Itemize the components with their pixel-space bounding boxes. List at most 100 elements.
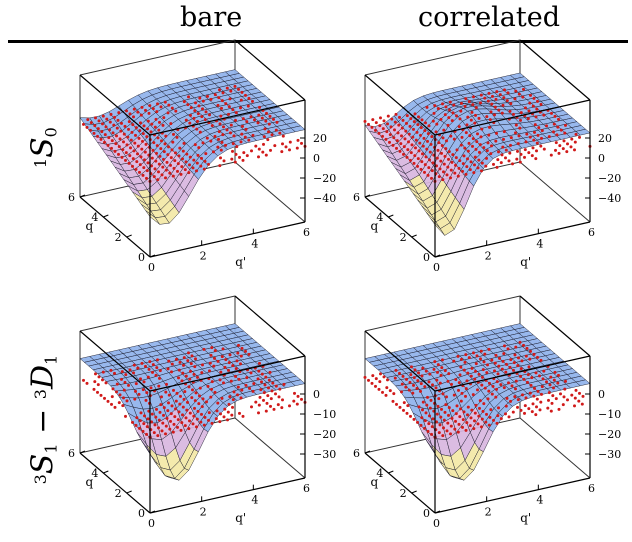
zero-dot	[159, 369, 162, 372]
zero-dot	[441, 144, 444, 147]
zero-dot	[214, 349, 217, 352]
zero-dot	[446, 429, 449, 432]
zero-dot	[425, 370, 428, 373]
zero-dot	[177, 418, 180, 421]
zero-dot	[445, 395, 448, 398]
zero-dot	[442, 392, 445, 395]
zero-dot	[147, 376, 150, 379]
q-tick-label: 6	[68, 447, 75, 460]
zero-dot	[570, 138, 573, 141]
zero-dot	[188, 419, 191, 422]
zero-dot	[517, 398, 520, 401]
zero-dot	[152, 149, 155, 152]
zero-dot	[523, 412, 526, 415]
z-tick-label: 20	[598, 132, 612, 145]
zero-dot	[231, 406, 234, 409]
qprime-axis-label: q'	[520, 511, 531, 525]
zero-dot	[156, 178, 159, 181]
zero-dot	[553, 123, 556, 126]
zero-dot	[173, 167, 176, 170]
zero-dot	[487, 397, 490, 400]
zero-dot	[126, 143, 129, 146]
zero-dot	[495, 132, 498, 135]
zero-dot	[543, 148, 546, 151]
q-tick-label: 2	[115, 231, 122, 244]
zero-dot	[438, 431, 441, 434]
zero-dot	[395, 147, 398, 150]
zero-dot	[539, 145, 542, 148]
zero-dot	[437, 149, 440, 152]
zero-dot	[195, 128, 198, 131]
zero-dot	[479, 357, 482, 360]
zero-dot	[264, 376, 267, 379]
zero-dot	[378, 388, 381, 391]
zero-dot	[142, 174, 145, 177]
q-tick-label: 6	[353, 447, 360, 460]
zero-dot	[273, 144, 276, 147]
zero-dot	[468, 134, 471, 137]
zero-dot	[386, 378, 389, 381]
zero-dot	[229, 131, 232, 134]
zero-dot	[501, 153, 504, 156]
zero-dot	[549, 383, 552, 386]
zero-dot	[166, 161, 169, 164]
zero-dot	[504, 156, 507, 159]
qprime-tick-label: 0	[433, 261, 440, 274]
zero-dot	[153, 431, 156, 434]
zero-dot	[367, 123, 370, 126]
qprime-tick-label: 4	[536, 238, 543, 251]
zero-dot	[449, 101, 452, 104]
zero-dot	[499, 93, 502, 96]
panel-1S0-correlated: 0246q'0246q200−20−40	[355, 62, 605, 287]
zero-dot	[397, 124, 400, 127]
zero-dot	[462, 418, 465, 421]
zero-dot	[177, 376, 180, 379]
zero-dot	[124, 415, 127, 418]
zero-dot	[164, 135, 167, 138]
panel-3S1-correlated: 0 2 4 6 q' 0 2 4 6 q 0 −10 −20 −30	[355, 318, 605, 542]
zero-dot	[262, 143, 265, 146]
zero-dot	[471, 145, 474, 148]
zero-dot	[383, 375, 386, 378]
zero-dot	[430, 433, 433, 436]
zero-dot	[398, 372, 401, 375]
zero-dot	[507, 91, 510, 94]
zero-dot	[237, 344, 240, 347]
zero-dot	[234, 85, 237, 88]
zero-dot	[156, 144, 159, 147]
zero-dot	[264, 120, 267, 123]
zero-dot	[485, 115, 488, 118]
zero-dot	[432, 417, 435, 420]
zero-dot	[371, 382, 374, 385]
zero-dot	[125, 151, 128, 154]
zero-dot	[401, 127, 404, 130]
zero-dot	[187, 95, 190, 98]
zero-dot	[406, 148, 409, 151]
zero-dot	[507, 381, 510, 384]
zero-dot	[457, 431, 460, 434]
zero-dot	[251, 100, 254, 103]
zero-dot	[435, 379, 438, 382]
zero-dot	[392, 144, 395, 147]
zero-dot	[123, 133, 126, 136]
zero-dot	[489, 118, 492, 121]
zero-dot	[430, 135, 433, 138]
zero-dot	[440, 408, 443, 411]
zero-dot	[275, 385, 278, 388]
zero-dot	[473, 163, 476, 166]
box-edge-back	[520, 418, 590, 478]
zero-dot	[395, 113, 398, 116]
zero-dot	[232, 142, 235, 145]
zero-dot	[451, 409, 454, 412]
zero-dot	[215, 417, 218, 420]
zero-dot	[535, 115, 538, 118]
zero-dot	[497, 406, 500, 409]
zero-dot	[418, 142, 421, 145]
zero-dot	[529, 94, 532, 97]
zero-dot	[164, 432, 167, 435]
zero-dot	[525, 140, 528, 143]
zero-dot	[494, 106, 497, 109]
zero-dot	[164, 101, 167, 104]
zero-dot	[237, 88, 240, 91]
zero-dot	[525, 133, 528, 136]
